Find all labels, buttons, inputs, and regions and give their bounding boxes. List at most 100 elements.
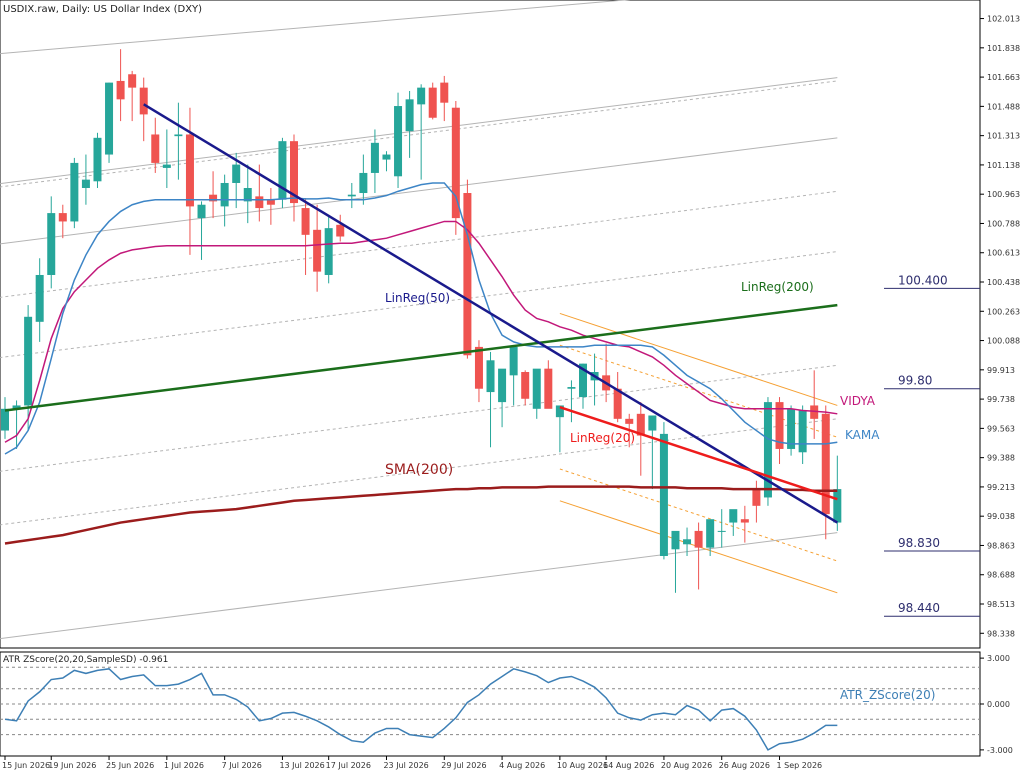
candle[interactable]: [232, 152, 241, 209]
candle[interactable]: [532, 368, 541, 419]
candle-body: [81, 179, 90, 188]
candle[interactable]: [706, 519, 715, 556]
candle-body: [151, 134, 160, 163]
candle-body: [821, 413, 830, 515]
candle[interactable]: [648, 415, 657, 490]
candle[interactable]: [162, 129, 171, 188]
candle[interactable]: [197, 201, 206, 260]
candle[interactable]: [220, 174, 229, 227]
candle[interactable]: [81, 154, 90, 205]
candle[interactable]: [243, 164, 252, 224]
candle[interactable]: [509, 346, 518, 406]
price-level-label: 98.440: [898, 601, 940, 615]
candle[interactable]: [324, 214, 333, 284]
candle[interactable]: [174, 102, 183, 180]
candle[interactable]: [139, 77, 148, 142]
candle[interactable]: [301, 198, 310, 275]
price-tick-label: 101.138: [987, 161, 1020, 170]
candle-body: [12, 405, 21, 409]
candle[interactable]: [93, 132, 102, 188]
candle[interactable]: [683, 527, 692, 556]
price-levels[interactable]: 100.400 99.80 98.830 98.440: [884, 273, 980, 617]
candlestick-series[interactable]: [1, 49, 842, 593]
linreg200-channel-line: [0, 77, 838, 185]
candle[interactable]: [428, 82, 437, 120]
linreg200-channel-line-extra: [0, 137, 838, 245]
candle-body: [359, 172, 368, 194]
candle[interactable]: [613, 372, 622, 423]
price-tick-label: 101.488: [987, 102, 1020, 111]
candle[interactable]: [498, 368, 507, 428]
candle[interactable]: [266, 188, 275, 225]
time-tick-label: 17 Jul 2026: [326, 761, 371, 770]
sma200-line: [4, 485, 838, 545]
time-tick-label: 19 Jun 2026: [48, 761, 96, 770]
linreg200-channel-line: [0, 532, 838, 640]
candle[interactable]: [24, 305, 33, 431]
candle[interactable]: [729, 509, 738, 536]
candle[interactable]: [370, 129, 379, 194]
candle[interactable]: [567, 380, 576, 423]
candle-body: [405, 99, 414, 132]
candle[interactable]: [128, 70, 137, 122]
candle[interactable]: [47, 196, 56, 289]
linreg50-line: [143, 103, 838, 524]
candle-body: [787, 408, 796, 449]
axes: 102.013 101.838 101.663 101.488 101.313 101.1…: [2, 15, 1020, 770]
candle[interactable]: [463, 179, 472, 359]
candle[interactable]: [209, 171, 218, 219]
candle[interactable]: [417, 84, 426, 180]
candle[interactable]: [151, 117, 160, 173]
price-tick-label: 102.013: [987, 15, 1020, 24]
candle[interactable]: [290, 134, 298, 222]
candle[interactable]: [798, 405, 807, 464]
candle[interactable]: [521, 370, 530, 406]
candle-body: [197, 204, 206, 219]
atr-zscore-panel: 3.000 0.000 -3.000: [0, 654, 1013, 755]
candle[interactable]: [787, 405, 796, 456]
candle[interactable]: [278, 137, 287, 209]
candle[interactable]: [451, 101, 460, 235]
candle[interactable]: [717, 509, 726, 548]
price-tick-label: 98.863: [987, 541, 1015, 550]
candle[interactable]: [659, 422, 668, 560]
candle[interactable]: [105, 82, 114, 163]
linreg50-label: LinReg(50): [385, 291, 450, 305]
time-tick-label: 25 Jun 2026: [106, 761, 154, 770]
candle[interactable]: [740, 505, 749, 543]
candle[interactable]: [347, 182, 356, 209]
candle[interactable]: [382, 151, 391, 172]
candle[interactable]: [58, 204, 67, 239]
price-tick-label: 99.388: [987, 454, 1015, 463]
candle[interactable]: [544, 360, 553, 409]
candle-body: [70, 162, 79, 222]
candle[interactable]: [116, 49, 125, 122]
candle-body: [683, 539, 692, 545]
candle[interactable]: [1, 397, 9, 439]
candle[interactable]: [394, 92, 403, 188]
candle[interactable]: [636, 402, 645, 476]
candle[interactable]: [405, 90, 414, 158]
candle[interactable]: [671, 530, 680, 593]
candle[interactable]: [555, 405, 564, 453]
candle[interactable]: [694, 522, 703, 590]
candle[interactable]: [833, 455, 842, 531]
candle-body: [775, 402, 784, 449]
candle[interactable]: [752, 480, 761, 523]
candle[interactable]: [763, 397, 772, 506]
candle[interactable]: [810, 370, 819, 439]
candle[interactable]: [70, 157, 79, 229]
candle-body: [474, 346, 483, 389]
candle[interactable]: [35, 258, 44, 342]
candle[interactable]: [486, 351, 495, 448]
candle-body: [498, 368, 507, 403]
candle[interactable]: [313, 204, 322, 292]
vidya-label: VIDYA: [840, 394, 876, 408]
candle[interactable]: [579, 363, 587, 409]
price-tick-label: 99.563: [987, 424, 1015, 433]
candle[interactable]: [336, 214, 345, 242]
candle[interactable]: [440, 75, 449, 122]
candle[interactable]: [359, 154, 368, 205]
